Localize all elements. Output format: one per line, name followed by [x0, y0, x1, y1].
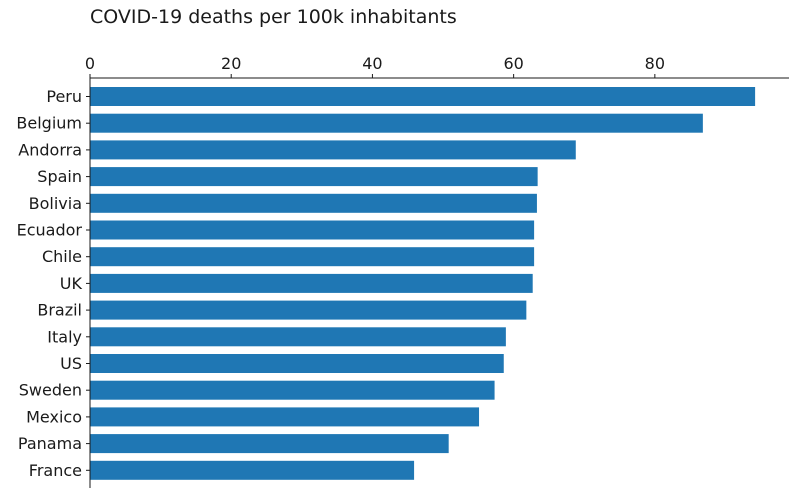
y-tick-label: Brazil — [37, 301, 82, 320]
bar-ecuador — [90, 220, 535, 240]
y-tick-label: Mexico — [26, 407, 82, 426]
bar-mexico — [90, 407, 480, 427]
bar-brazil — [90, 300, 527, 320]
x-tick-label: 20 — [221, 54, 241, 73]
y-tick-label: France — [29, 461, 82, 480]
y-tick-label: Italy — [47, 327, 82, 346]
y-tick-label: Chile — [42, 247, 82, 266]
bar-us — [90, 354, 504, 373]
y-tick-label: Sweden — [19, 381, 82, 400]
y-tick-label: US — [60, 354, 82, 373]
bar-france — [90, 460, 415, 480]
bar-bolivia — [90, 193, 537, 213]
bar-andorra — [90, 140, 576, 160]
y-tick-label: UK — [60, 274, 83, 293]
bar-chile — [90, 247, 535, 267]
bar-uk — [90, 273, 533, 293]
y-tick-label: Belgium — [16, 114, 82, 133]
chart-title: COVID-19 deaths per 100k inhabitants — [90, 6, 457, 28]
y-tick-label: Bolivia — [29, 194, 82, 213]
bar-belgium — [90, 113, 703, 133]
y-tick-label: Andorra — [18, 140, 82, 159]
bar-spain — [90, 167, 538, 187]
bar-peru — [90, 87, 756, 106]
x-tick-label: 60 — [503, 54, 523, 73]
x-tick-label: 80 — [645, 54, 665, 73]
x-tick-label: 40 — [362, 54, 382, 73]
y-tick-label: Panama — [18, 434, 82, 453]
y-tick-label: Ecuador — [17, 221, 83, 240]
bar-sweden — [90, 380, 495, 400]
y-tick-label: Spain — [37, 167, 82, 186]
x-tick-label: 0 — [85, 54, 95, 73]
axes: Peru Belgium Andorra Spain Bolivia Ecuador Chi… — [16, 54, 789, 488]
bar-italy — [90, 327, 506, 347]
bar-panama — [90, 434, 449, 454]
y-tick-label: Peru — [46, 87, 82, 106]
bars — [90, 87, 756, 480]
